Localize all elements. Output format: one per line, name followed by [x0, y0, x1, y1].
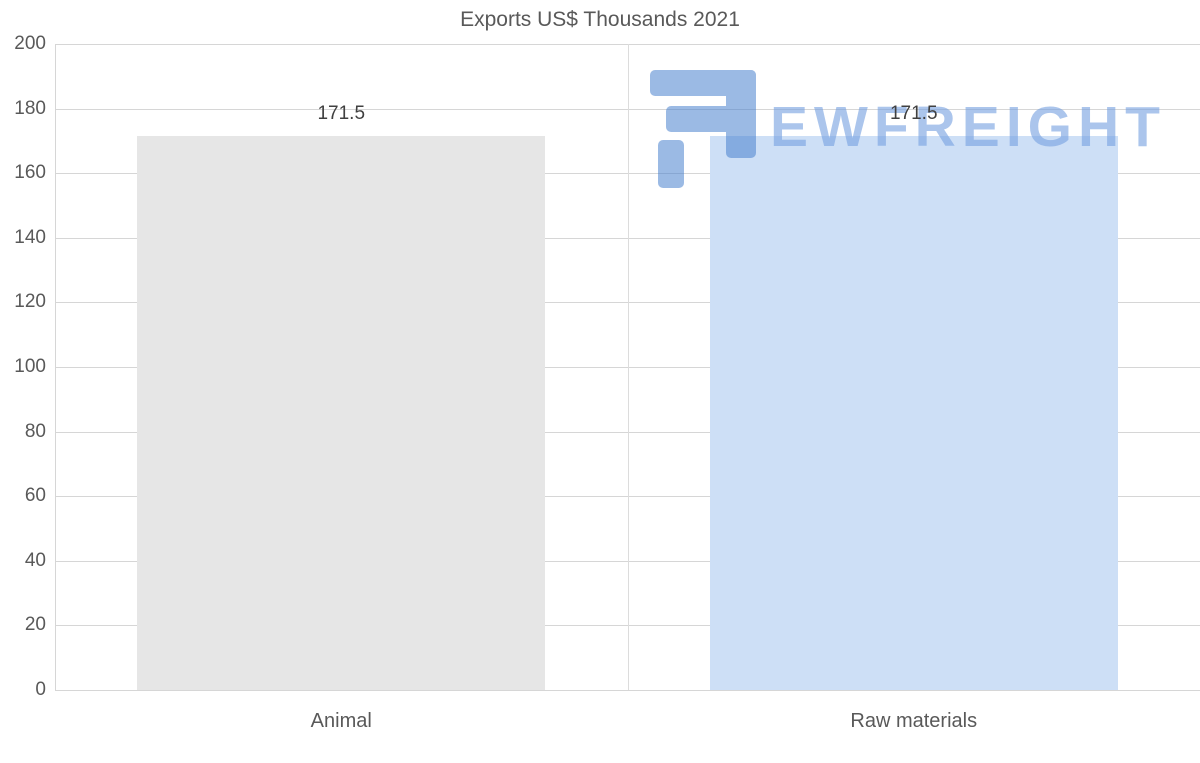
y-axis-tick-label: 160 [14, 162, 46, 184]
y-axis-tick-label: 100 [14, 356, 46, 377]
y-axis-tick-label: 20 [24, 614, 46, 636]
gridline [55, 690, 1200, 691]
y-axis-line [55, 44, 56, 690]
x-axis-category-label: Raw materials [850, 710, 978, 732]
y-axis-tick-label: 40 [24, 549, 46, 571]
y-axis-tick-label: 0 [35, 679, 46, 700]
bar-value-label: 171.5 [317, 103, 366, 125]
bar-animal [137, 136, 546, 690]
y-axis-tick-label: 200 [14, 33, 46, 54]
y-axis-tick-label: 140 [14, 226, 46, 248]
x-axis-category-label: Animal [310, 710, 372, 732]
y-axis-tick-label: 80 [24, 420, 46, 442]
y-axis-tick-label: 120 [14, 291, 46, 313]
category-separator-gridline [627, 44, 629, 690]
y-axis-tick-label: 60 [24, 485, 46, 507]
bar-raw-materials [709, 136, 1118, 690]
chart-title: Exports US$ Thousands 2021 [460, 8, 740, 31]
bar-value-label: 171.5 [889, 103, 938, 125]
y-axis-tick-label: 180 [14, 97, 46, 119]
